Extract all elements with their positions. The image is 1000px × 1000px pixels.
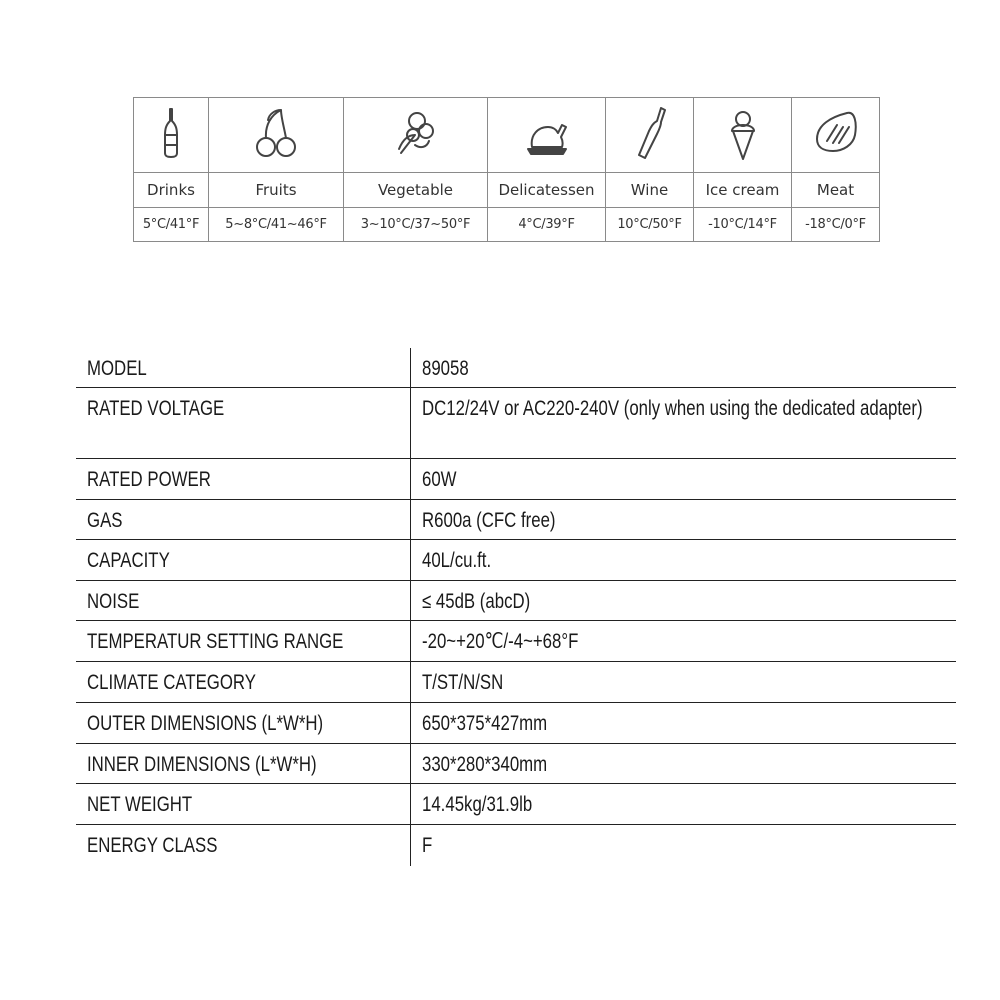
vegetable-icon [343, 97, 488, 173]
spec-value-text: DC12/24V or AC220-240V (only when using … [422, 397, 923, 420]
spec-key: RATED POWER [76, 459, 410, 499]
food-label: Fruits [208, 172, 344, 208]
spec-value: 650*375*427mm [410, 703, 956, 743]
spec-value-text: T/ST/N/SN [422, 671, 504, 694]
spec-value: 330*280*340mm [410, 744, 956, 783]
ice-cream-icon [693, 97, 792, 173]
spec-value-text: 89058 [422, 357, 469, 380]
spec-key: MODEL [76, 348, 410, 387]
food-label: Drinks [133, 172, 209, 208]
spec-row: CAPACITY 40L/cu.ft. [76, 540, 956, 581]
spec-key-text: MODEL [87, 357, 147, 380]
spec-row: GAS R600a (CFC free) [76, 500, 956, 540]
food-label: Vegetable [343, 172, 488, 208]
spec-key-text: INNER DIMENSIONS (L*W*H) [87, 753, 317, 776]
spec-key-text: OUTER DIMENSIONS (L*W*H) [87, 712, 324, 735]
steak-icon [791, 97, 880, 173]
spec-value-text: ≤ 45dB (abcD) [422, 590, 531, 613]
spec-key: NOISE [76, 581, 410, 620]
spec-value: DC12/24V or AC220-240V (only when using … [410, 388, 956, 458]
spec-key-text: NOISE [87, 590, 140, 613]
food-temp: -10°C/14°F [693, 207, 792, 242]
spec-key: CLIMATE CATEGORY [76, 662, 410, 702]
spec-value: 60W [410, 459, 956, 499]
cherries-icon [208, 97, 344, 173]
spec-key-text: CLIMATE CATEGORY [87, 671, 256, 694]
spec-value-text: F [422, 834, 433, 857]
spec-row: INNER DIMENSIONS (L*W*H) 330*280*340mm [76, 744, 956, 784]
spec-value-text: R600a (CFC free) [422, 509, 556, 532]
spec-row: OUTER DIMENSIONS (L*W*H) 650*375*427mm [76, 703, 956, 744]
spec-value-text: -20~+20℃/-4~+68°F [422, 630, 579, 653]
spec-value-text: 60W [422, 468, 457, 491]
spec-value: F [410, 825, 956, 866]
spec-value-text: 14.45kg/31.9lb [422, 793, 533, 816]
wine-bottle-icon [605, 97, 694, 173]
food-temperature-table: Drinks Fruits Vegetable Delicatessen Win… [133, 97, 880, 242]
food-label: Wine [605, 172, 694, 208]
spec-value-text: 40L/cu.ft. [422, 549, 492, 572]
roast-chicken-icon [487, 97, 606, 173]
spec-key: NET WEIGHT [76, 784, 410, 824]
spec-key-text: TEMPERATUR SETTING RANGE [87, 630, 344, 653]
food-temp: 4°C/39°F [487, 207, 606, 242]
spec-key: ENERGY CLASS [76, 825, 410, 866]
spec-table: MODEL 89058 RATED VOLTAGE DC12/24V or AC220… [76, 348, 956, 866]
food-temp: 3~10°C/37~50°F [343, 207, 488, 242]
spec-key: GAS [76, 500, 410, 539]
food-temp: 5~8°C/41~46°F [208, 207, 344, 242]
food-label: Ice cream [693, 172, 792, 208]
spec-value: -20~+20℃/-4~+68°F [410, 621, 956, 661]
spec-value: R600a (CFC free) [410, 500, 956, 539]
food-label: Delicatessen [487, 172, 606, 208]
spec-key-text: RATED POWER [87, 468, 211, 491]
spec-value: 89058 [410, 348, 956, 387]
spec-row: RATED POWER 60W [76, 459, 956, 500]
spec-row: MODEL 89058 [76, 348, 956, 388]
spec-value: T/ST/N/SN [410, 662, 956, 702]
spec-value-text: 650*375*427mm [422, 712, 548, 735]
spec-key: INNER DIMENSIONS (L*W*H) [76, 744, 410, 783]
food-temp: 5°C/41°F [133, 207, 209, 242]
spec-value: 14.45kg/31.9lb [410, 784, 956, 824]
spec-key-text: RATED VOLTAGE [87, 397, 225, 420]
spec-row: ENERGY CLASS F [76, 825, 956, 866]
spec-key: OUTER DIMENSIONS (L*W*H) [76, 703, 410, 743]
drink-bottle-icon [133, 97, 209, 173]
food-temp: 10°C/50°F [605, 207, 694, 242]
spec-row: NET WEIGHT 14.45kg/31.9lb [76, 784, 956, 825]
spec-row: RATED VOLTAGE DC12/24V or AC220-240V (onl… [76, 388, 956, 459]
spec-key: TEMPERATUR SETTING RANGE [76, 621, 410, 661]
spec-value: ≤ 45dB (abcD) [410, 581, 956, 620]
spec-key-text: NET WEIGHT [87, 793, 193, 816]
spec-key: RATED VOLTAGE [76, 388, 410, 458]
food-label: Meat [791, 172, 880, 208]
spec-key-text: ENERGY CLASS [87, 834, 218, 857]
spec-row: TEMPERATUR SETTING RANGE -20~+20℃/-4~+68°… [76, 621, 956, 662]
spec-key-text: GAS [87, 509, 123, 532]
spec-value-text: 330*280*340mm [422, 753, 548, 776]
spec-key-text: CAPACITY [87, 549, 170, 572]
spec-key: CAPACITY [76, 540, 410, 580]
spec-row: CLIMATE CATEGORY T/ST/N/SN [76, 662, 956, 703]
food-temp: -18°C/0°F [791, 207, 880, 242]
spec-row: NOISE ≤ 45dB (abcD) [76, 581, 956, 621]
spec-value: 40L/cu.ft. [410, 540, 956, 580]
